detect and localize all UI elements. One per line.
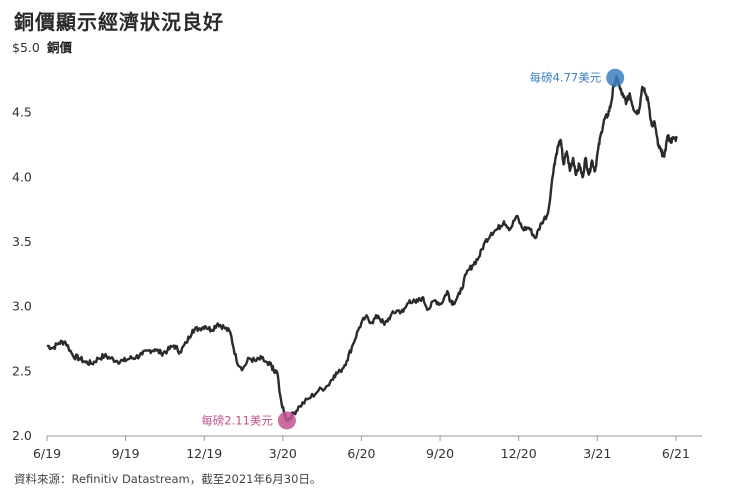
x-tick-label: 9/19 (112, 446, 140, 461)
x-tick-label: 9/20 (426, 446, 454, 461)
y-tick-label: $5.0 (12, 40, 40, 55)
y-axis: $5.0 4.5 4.0 3.5 3.0 2.5 2.0 (12, 40, 40, 443)
x-tick-label: 12/19 (186, 446, 222, 461)
low-point-label: 每磅2.11美元 (201, 413, 273, 427)
low-point-marker (277, 411, 296, 430)
copper-price-line (46, 74, 678, 423)
high-point-marker (606, 68, 625, 87)
y-tick-label: 3.5 (12, 234, 32, 249)
x-tick-label: 6/20 (347, 446, 375, 461)
x-tick-label: 3/20 (269, 446, 297, 461)
x-tick-label: 12/20 (501, 446, 537, 461)
y-tick-label: 2.5 (12, 363, 32, 378)
x-axis: 6/19 9/19 12/19 3/20 6/20 9/20 12/20 3/21 6/21 (33, 436, 690, 461)
x-tick-label: 6/19 (33, 446, 61, 461)
y-tick-label: 3.0 (12, 299, 32, 314)
y-tick-label: 4.0 (12, 169, 32, 184)
y-tick-label: 4.5 (12, 105, 32, 120)
chart-title: 銅價顯示經濟狀況良好 (14, 10, 224, 34)
y-tick-label: 2.0 (12, 428, 32, 443)
source-note: 資料來源：Refinitiv Datastream，截至2021年6月30日。 (14, 472, 322, 486)
x-tick-label: 6/21 (662, 446, 690, 461)
high-point-label: 每磅4.77美元 (530, 71, 602, 85)
y-axis-label: 銅價 (46, 40, 73, 55)
x-tick-label: 3/21 (583, 446, 611, 461)
